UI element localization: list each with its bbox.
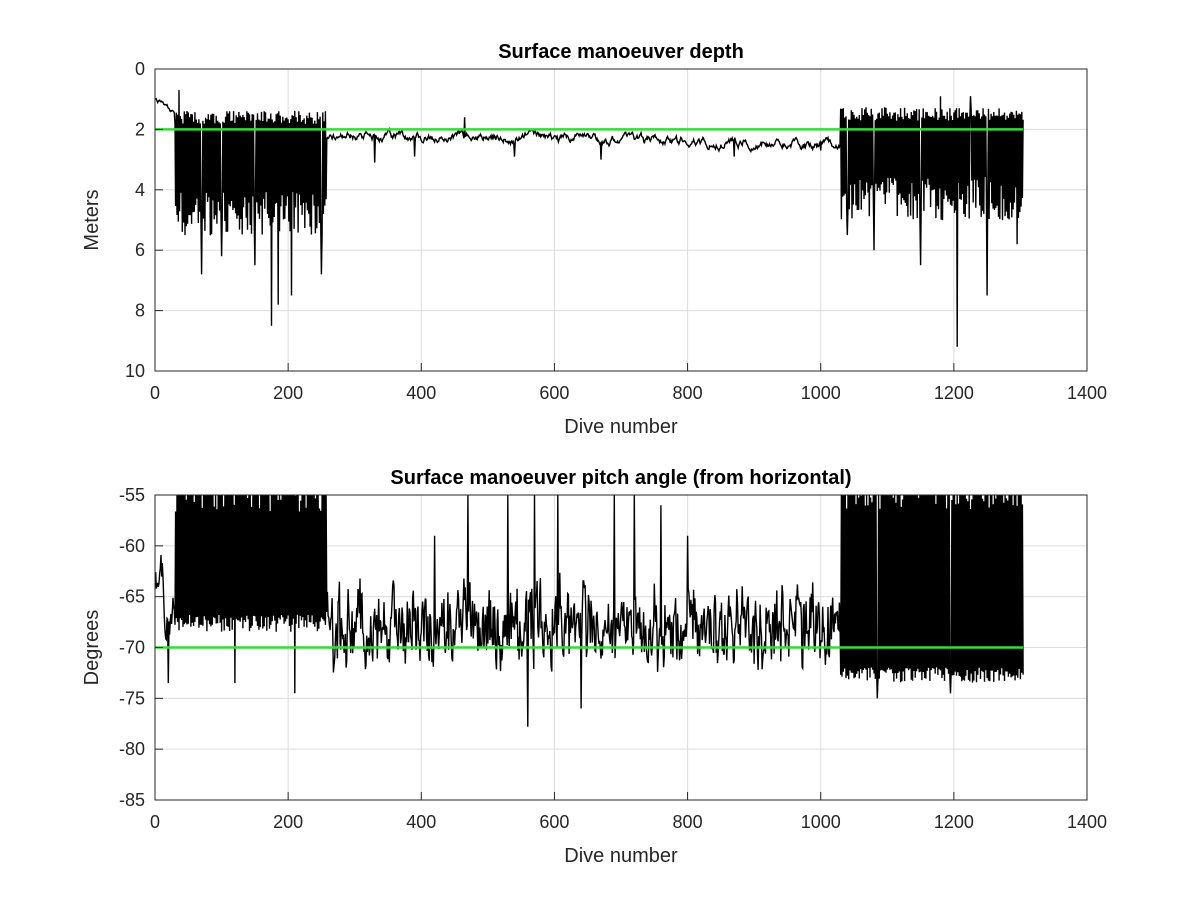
pitch-x-axis-label: Dive number xyxy=(564,845,678,867)
pitch-y-axis-label: Degrees xyxy=(81,610,103,686)
pitch-y-tick-labels: -55 -60 -65 -70 -75 -80 -85 xyxy=(119,485,163,810)
pitch-series-line xyxy=(155,494,1024,727)
x-tick-label: 1200 xyxy=(934,383,974,403)
depth-chart: 0 200 400 600 800 1000 1200 1400 0 2 4 6 8 10 Surfac… xyxy=(81,41,1107,438)
x-tick-label: 800 xyxy=(673,812,703,832)
x-tick-label: 1400 xyxy=(1067,383,1107,403)
x-tick-label: 1000 xyxy=(801,812,841,832)
x-tick-label: 200 xyxy=(273,812,303,832)
x-tick-label: 200 xyxy=(273,383,303,403)
y-tick-label: 0 xyxy=(135,59,145,79)
x-tick-label: 1000 xyxy=(801,383,841,403)
x-tick-label: 600 xyxy=(539,383,569,403)
y-tick-label: -55 xyxy=(119,485,145,505)
x-tick-label: 1200 xyxy=(934,812,974,832)
y-tick-label: -70 xyxy=(119,638,145,658)
depth-y-axis-label: Meters xyxy=(81,189,103,250)
y-tick-label: -60 xyxy=(119,536,145,556)
y-tick-label: -85 xyxy=(119,790,145,810)
depth-chart-title: Surface manoeuver depth xyxy=(498,41,744,63)
depth-x-axis-label: Dive number xyxy=(564,416,678,438)
x-tick-label: 1400 xyxy=(1067,812,1107,832)
x-tick-label: 400 xyxy=(406,383,436,403)
x-tick-label: 600 xyxy=(539,812,569,832)
depth-axes-frame xyxy=(154,68,1088,372)
depth-x-tick-labels: 0 200 400 600 800 1000 1200 1400 xyxy=(150,363,1107,403)
x-tick-label: 0 xyxy=(150,383,160,403)
pitch-chart-title: Surface manoeuver pitch angle (from hori… xyxy=(390,467,851,489)
pitch-x-tick-labels: 0 200 400 600 800 1000 1200 1400 xyxy=(150,792,1107,832)
y-tick-label: -75 xyxy=(119,688,145,708)
y-tick-label: 2 xyxy=(135,119,145,139)
y-tick-label: -65 xyxy=(119,587,145,607)
pitch-chart: 0 200 400 600 800 1000 1200 1400 -55 -60 -65 -70 -7… xyxy=(81,467,1107,867)
y-tick-label: 8 xyxy=(135,301,145,321)
y-tick-label: 6 xyxy=(135,240,145,260)
depth-y-tick-labels: 0 2 4 6 8 10 xyxy=(125,59,163,381)
x-tick-label: 0 xyxy=(150,812,160,832)
x-tick-label: 400 xyxy=(406,812,436,832)
y-tick-label: 10 xyxy=(125,361,145,381)
y-tick-label: -80 xyxy=(119,739,145,759)
x-tick-label: 800 xyxy=(673,383,703,403)
y-tick-label: 4 xyxy=(135,180,145,200)
